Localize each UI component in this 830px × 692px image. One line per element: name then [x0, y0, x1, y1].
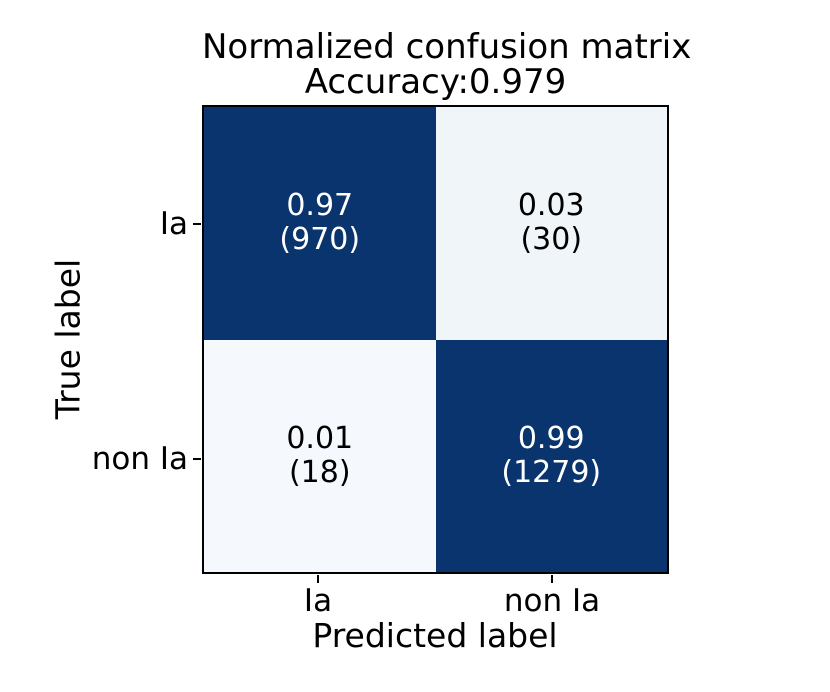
x-tick-mark [551, 575, 553, 583]
chart-title-accuracy: Accuracy:0.979 [304, 62, 567, 102]
matrix-cell-true-ia-pred-ia: 0.97 (970) [204, 107, 436, 340]
chart-title: Normalized confusion matrix Accuracy:0.9… [202, 27, 692, 102]
cell-count: (1279) [501, 454, 602, 490]
cell-normalized-value: 0.03 [517, 188, 585, 224]
confusion-matrix-grid: 0.97 (970) 0.03 (30) 0.01 (18) 0.99 (127… [202, 105, 669, 574]
cell-normalized-value: 0.01 [286, 420, 354, 456]
cell-count: (30) [520, 222, 583, 258]
matrix-cell-true-non-ia-pred-non-ia: 0.99 (1279) [435, 339, 667, 572]
x-tick-label-ia: Ia [303, 583, 333, 619]
y-tick-label-non-ia: non Ia [91, 441, 188, 477]
chart-title-line1: Normalized confusion matrix [202, 27, 692, 67]
y-tick-mark [193, 458, 201, 460]
x-tick-label-non-ia: non Ia [503, 583, 601, 619]
x-axis-label: Predicted label [312, 616, 558, 655]
matrix-cell-true-ia-pred-non-ia: 0.03 (30) [435, 107, 667, 340]
y-axis-label: True label [48, 258, 88, 420]
cell-normalized-value: 0.97 [286, 188, 354, 224]
cell-count: (18) [288, 454, 351, 490]
matrix-cell-true-non-ia-pred-ia: 0.01 (18) [204, 339, 436, 572]
x-tick-mark [317, 575, 319, 583]
cell-normalized-value: 0.99 [517, 420, 585, 456]
y-tick-mark [193, 223, 201, 225]
y-tick-label-ia: Ia [159, 206, 188, 242]
cell-count: (970) [279, 222, 361, 258]
